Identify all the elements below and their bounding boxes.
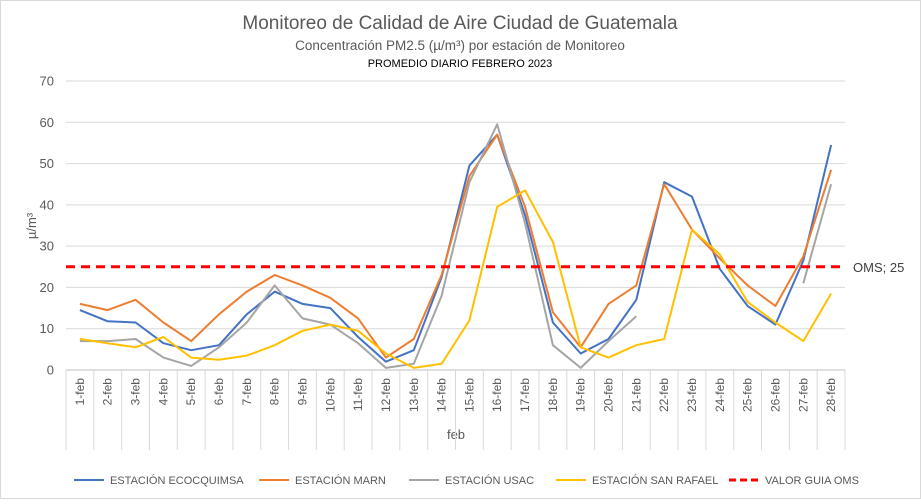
x-tick-label: 2-feb	[101, 378, 115, 406]
y-tick-label: 20	[40, 280, 54, 295]
chart-subtitle-period: PROMEDIO DIARIO FEBRERO 2023	[368, 58, 553, 70]
x-tick-label: 21-feb	[629, 378, 643, 412]
series-line	[79, 133, 833, 363]
chart-title: Monitoreo de Calidad de Aire Ciudad de G…	[242, 13, 678, 34]
series-lines	[66, 123, 845, 369]
x-tick-label: 20-feb	[602, 378, 616, 412]
x-tick-label: 23-feb	[685, 378, 699, 412]
x-tick-label: 8-feb	[268, 378, 282, 406]
y-tick-label: 10	[40, 321, 54, 336]
x-tick-label: 15-feb	[462, 378, 476, 412]
x-tick-label: 19-feb	[574, 378, 588, 412]
x-tick-label: 26-feb	[768, 378, 782, 412]
y-tick-label: 70	[40, 74, 54, 89]
legend: ESTACIÓN ECOCQUIMSA ESTACIÓN MARN ESTACIÓN…	[74, 474, 859, 487]
x-tick-label: 3-feb	[129, 378, 143, 406]
x-tick-label: 10-feb	[323, 378, 337, 412]
legend-label: ESTACIÓN USAC	[445, 474, 534, 487]
legend-label: ESTACIÓN SAN RAFAEL	[592, 474, 718, 487]
x-tick-label: 27-feb	[796, 378, 810, 412]
x-tick-label: 22-feb	[657, 378, 671, 412]
x-tick-label: 11-feb	[351, 378, 365, 411]
legend-label: VALOR GUIA OMS	[765, 475, 859, 487]
x-tick-label: 6-feb	[212, 378, 226, 406]
x-tick-label: 13-feb	[407, 378, 421, 412]
y-tick-label: 40	[40, 197, 54, 212]
x-tick-label: 4-feb	[156, 378, 170, 406]
x-tick-label: 24-feb	[713, 378, 727, 412]
legend-label: ESTACIÓN MARN	[295, 474, 386, 487]
guideline-label: OMS; 25	[853, 260, 904, 275]
x-tick-label: 1-feb	[73, 378, 87, 406]
y-tick-label: 30	[40, 239, 54, 254]
series-line	[79, 133, 833, 359]
chart-subtitle: Concentración PM2.5 (µ/m³) por estación …	[295, 38, 625, 53]
x-tick-label: 25-feb	[741, 378, 755, 412]
y-tick-labels: 0 10 20 30 40 50 60 70	[40, 74, 54, 378]
x-tick-label: 9-feb	[295, 378, 309, 406]
x-tick-label: 14-feb	[435, 378, 449, 412]
y-tick-label: 50	[40, 156, 54, 171]
x-tick-label: 12-feb	[379, 378, 393, 412]
x-tick-label: 5-feb	[184, 378, 198, 406]
x-tick-label: 7-feb	[240, 378, 254, 406]
x-tick-label: 18-feb	[546, 378, 560, 412]
x-tick-labels: 1-feb 2-feb 3-feb 4-feb 5-feb 6-feb 7-feb 8-feb…	[73, 378, 838, 412]
y-axis-label: µ/m³	[24, 212, 39, 239]
series-line	[79, 189, 832, 369]
x-tick-label: 16-feb	[490, 378, 504, 412]
legend-label: ESTACIÓN ECOCQUIMSA	[110, 474, 244, 487]
axes	[65, 369, 846, 450]
x-tick-label: 28-feb	[824, 378, 838, 412]
x-tick-label: 17-feb	[518, 378, 532, 412]
y-tick-label: 0	[47, 363, 54, 378]
annotations: OMS; 25	[853, 260, 904, 275]
y-tick-label: 60	[40, 115, 54, 130]
gridlines	[66, 80, 845, 330]
